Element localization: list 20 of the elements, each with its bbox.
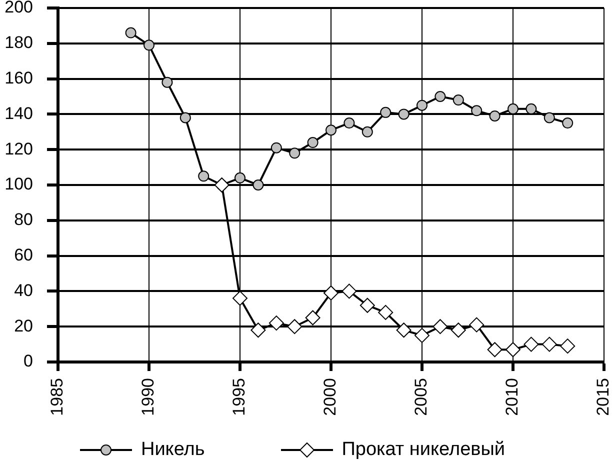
y-tick-label: 180 [4, 33, 33, 52]
x-tick-label: 2010 [502, 378, 522, 416]
x-tick-label: 2005 [412, 378, 431, 416]
y-tick-label: 100 [4, 174, 33, 194]
y-tick-label: 20 [14, 316, 33, 336]
y-tick-label: 200 [4, 0, 33, 17]
legend-label: Прокат никелевый [342, 439, 506, 461]
y-tick-label: 120 [4, 139, 33, 158]
x-tick-label: 1985 [48, 378, 67, 416]
y-tick-label: 80 [14, 210, 33, 230]
x-tick-label: 1990 [138, 378, 158, 416]
y-tick-label: 40 [14, 280, 33, 300]
x-tick-label: 1995 [230, 378, 249, 416]
y-tick-label: 0 [24, 352, 33, 371]
y-tick-label: 140 [4, 104, 33, 123]
legend-label: Никель [140, 439, 205, 461]
y-tick-label: 160 [4, 68, 33, 88]
x-tick-label: 2015 [594, 378, 613, 416]
x-tick-label: 2000 [320, 378, 340, 416]
y-tick-label: 60 [14, 245, 33, 264]
